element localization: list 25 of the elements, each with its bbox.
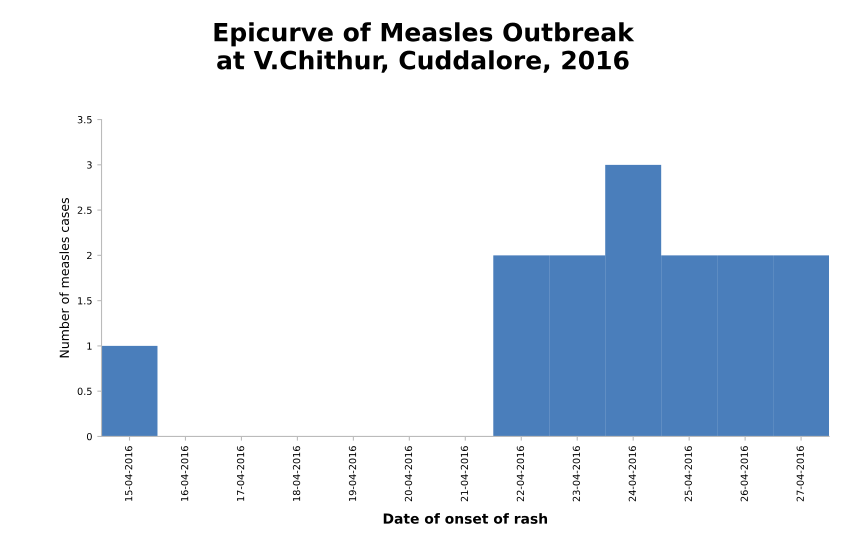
- x-tick-label: 21-04-2016: [460, 446, 468, 502]
- x-tick-label: 22-04-2016: [516, 446, 524, 502]
- x-tick-label: 19-04-2016: [348, 446, 356, 501]
- x-tick-label: 23-04-2016: [572, 446, 580, 502]
- x-tick-label: 20-04-2016: [404, 446, 412, 502]
- y-tick-label: 1: [87, 342, 92, 350]
- y-tick-label: 2.5: [78, 206, 92, 214]
- x-tick-label: 24-04-2016: [628, 446, 636, 502]
- x-tick-label: 25-04-2016: [684, 446, 692, 502]
- x-tick-label: 17-04-2016: [236, 446, 244, 501]
- y-tick-label: 0: [86, 432, 92, 440]
- x-axis-title: Date of onset of rash: [384, 513, 548, 524]
- x-tick-label: 27-04-2016: [796, 446, 804, 502]
- y-tick-label: 2: [87, 252, 92, 260]
- bar: [102, 346, 158, 436]
- y-tick-label: 0.5: [78, 388, 92, 396]
- chart-title: Epicurve of Measles Outbreak at V.Chithur, Cuddalore, 2016: [214, 22, 634, 73]
- y-tick-label: 3.5: [78, 116, 92, 124]
- x-tick-label: 15-04-2016: [124, 446, 132, 501]
- x-tick-label: 18-04-2016: [292, 446, 300, 501]
- y-tick-label: 1.5: [78, 297, 92, 304]
- y-axis-title: Number of measles cases: [59, 198, 70, 358]
- y-tick-label: 3: [87, 161, 92, 169]
- x-tick-label: 16-04-2016: [180, 446, 188, 501]
- x-tick-label: 26-04-2016: [740, 446, 748, 502]
